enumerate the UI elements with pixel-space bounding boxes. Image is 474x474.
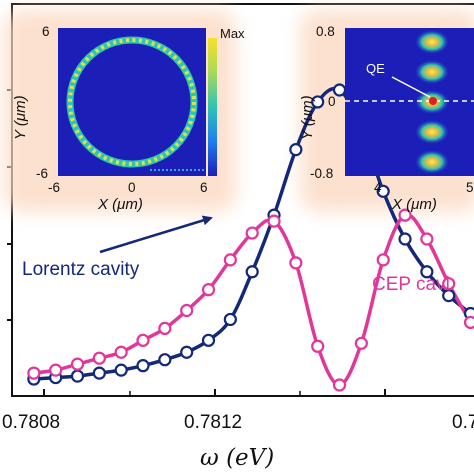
left-inset: Max 6 -6 -6 0 6 X (μm)	[36, 24, 245, 213]
data-point	[376, 253, 390, 267]
colorbar	[208, 38, 217, 176]
mode-spot	[415, 120, 449, 144]
left-inset-ytick: 6	[42, 24, 50, 39]
right-inset-xtick: 5	[466, 180, 474, 195]
x-axis-label: ω (eV)	[200, 445, 274, 471]
data-point	[267, 214, 281, 228]
right-inset: QE 0.8 0 -0.8 4 5 X (μm) Y (μm)	[299, 24, 474, 213]
ring-mode-beads	[68, 38, 196, 166]
lorentz-label: Lorentz cavity	[22, 259, 140, 280]
right-inset-xlabel: X (μm)	[391, 196, 437, 213]
left-inset-xtick: -6	[48, 180, 60, 195]
data-point	[376, 184, 390, 198]
data-point	[354, 336, 368, 350]
data-point	[442, 277, 456, 291]
data-point	[420, 232, 434, 246]
data-point	[311, 339, 325, 353]
data-point	[201, 333, 216, 347]
qe-marker	[429, 97, 437, 105]
data-point	[201, 283, 216, 297]
plot-layer	[27, 83, 474, 392]
data-point	[114, 363, 128, 377]
data-point	[332, 83, 347, 97]
right-inset-ytick: -0.8	[310, 166, 333, 181]
right-inset-ytick: 0.8	[316, 24, 335, 39]
data-point	[463, 315, 474, 330]
data-point	[136, 359, 150, 373]
data-point	[398, 208, 412, 222]
x-tick-label: 0.7812	[184, 412, 242, 433]
x-tick-label: 0.7	[452, 412, 474, 433]
data-point	[180, 345, 194, 359]
left-inset-xlabel: X (μm)	[97, 196, 143, 213]
data-point	[398, 232, 412, 246]
data-point	[158, 321, 172, 335]
colorbar-label: Max	[220, 26, 245, 41]
data-point	[70, 369, 85, 383]
right-inset-map	[345, 28, 474, 176]
data-point	[136, 333, 150, 347]
data-point	[420, 265, 434, 279]
data-point	[311, 95, 325, 109]
mode-spots	[415, 30, 449, 174]
mode-spot	[415, 60, 449, 84]
x-tick-label: 0.7808	[2, 412, 60, 433]
data-point	[158, 353, 172, 367]
data-point	[27, 366, 41, 380]
right-inset-ylabel: Y (μm)	[299, 95, 316, 140]
data-point	[223, 253, 237, 267]
left-inset-ytick: -6	[36, 166, 48, 181]
data-point	[289, 256, 303, 270]
left-inset-xtick: 0	[128, 180, 136, 195]
data-point	[114, 345, 128, 359]
mode-spot	[415, 150, 449, 174]
x-axis: 0.7808 0.7812 0.7 ω (eV)	[2, 389, 474, 471]
data-point	[245, 265, 259, 279]
data-point	[245, 226, 259, 240]
lorentz-arrow	[99, 215, 213, 254]
data-point	[332, 378, 347, 392]
qe-label: QE	[366, 61, 385, 76]
data-point	[70, 357, 85, 371]
left-inset-ylabel: Y (μm)	[12, 95, 29, 140]
data-point	[92, 351, 106, 365]
qe-pointer	[391, 76, 431, 98]
data-point	[92, 366, 106, 380]
right-inset-ytick: 0	[328, 94, 336, 109]
mode-spot	[415, 30, 449, 54]
data-point	[49, 363, 63, 377]
data-point	[223, 312, 237, 327]
data-point	[289, 143, 303, 157]
right-inset-xtick: 4	[374, 180, 382, 195]
cep-label: CEP cavi	[372, 274, 450, 295]
data-point	[180, 303, 194, 318]
left-inset-xtick: 6	[200, 180, 208, 195]
left-inset-map	[58, 28, 206, 176]
